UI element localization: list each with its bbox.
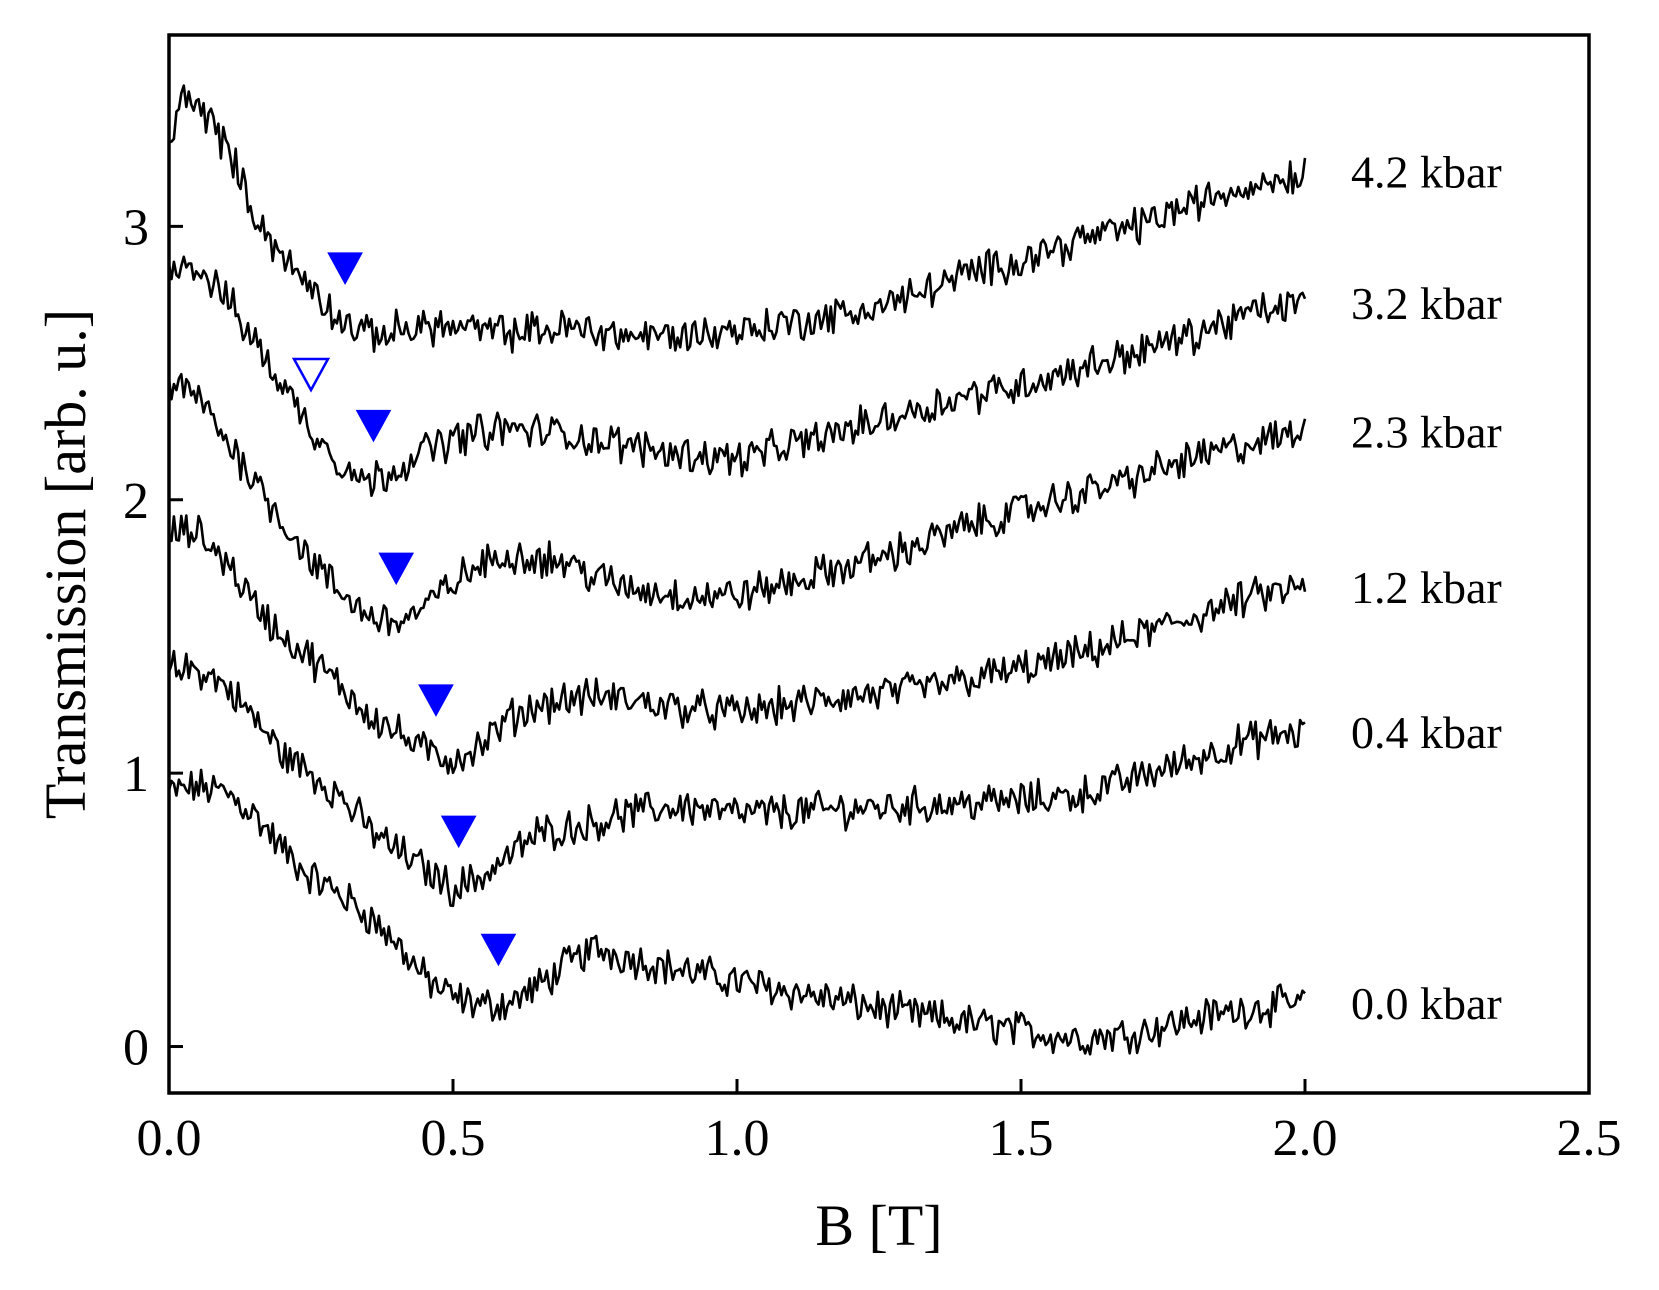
x-tick-label: 1.5 [989, 1110, 1054, 1167]
y-tick-label: 2 [123, 473, 149, 530]
x-axis-title: B [T] [815, 1193, 942, 1258]
plot-frame [167, 33, 1591, 1095]
series-label: 1.2 kbar [1351, 562, 1502, 613]
series-line [167, 768, 1306, 1056]
x-tick-label: 1.0 [705, 1110, 770, 1167]
minimum-marker [355, 409, 392, 443]
minimum-marker [440, 815, 477, 849]
series-line [168, 84, 1307, 354]
series-label: 0.0 kbar [1351, 978, 1502, 1029]
series-line [167, 649, 1306, 908]
plot-area: 0.0 kbar 0.4 kbar 1.2 kbar 2.3 kbar 3.2 kbar… [167, 84, 1502, 1056]
series-line [167, 514, 1307, 775]
x-tick-label: 0.0 [137, 1110, 202, 1167]
minimum-marker-open [291, 357, 331, 393]
series-label: 0.4 kbar [1351, 707, 1502, 758]
series-label: 2.3 kbar [1351, 406, 1502, 457]
x-tick-label: 2.0 [1273, 1110, 1338, 1167]
series-label: 4.2 kbar [1351, 147, 1502, 198]
y-tick-label: 1 [123, 746, 149, 803]
axes: 0.0 0.5 1.0 1.5 2.0 2.5 0 1 2 3 [123, 199, 1622, 1167]
minimum-marker [418, 684, 454, 717]
x-tick-label: 2.5 [1557, 1110, 1622, 1167]
x-tick-label: 0.5 [421, 1110, 486, 1167]
series-line [167, 373, 1307, 637]
minimum-marker [327, 252, 363, 285]
y-tick-label: 0 [123, 1020, 149, 1077]
minimum-marker [378, 552, 415, 586]
series-line [167, 255, 1307, 497]
series-label: 3.2 kbar [1351, 278, 1502, 329]
y-tick-label: 3 [123, 199, 149, 256]
minimum-marker [480, 933, 517, 967]
y-axis-title: Transmission [arb. u.] [33, 309, 98, 819]
